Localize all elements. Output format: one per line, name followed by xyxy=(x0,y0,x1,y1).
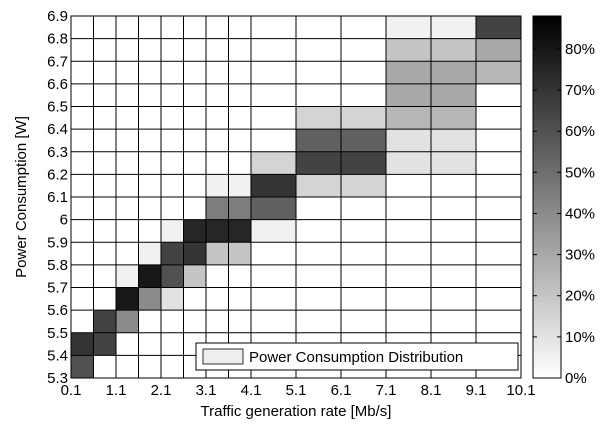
colorbar-tick-label: 80% xyxy=(565,41,595,58)
heatmap-cell xyxy=(161,287,184,311)
y-tick-label: 5.8 xyxy=(47,257,68,274)
heatmap-cell xyxy=(71,355,94,378)
y-tick-label: 6.1 xyxy=(47,189,68,206)
legend: Power Consumption Distribution xyxy=(195,342,519,371)
heatmap-cell xyxy=(71,332,94,356)
heatmap-cell xyxy=(138,264,161,288)
colorbar-tick-label: 10% xyxy=(565,329,595,346)
y-tick-label: 6.4 xyxy=(47,121,68,138)
y-tick-label: 5.4 xyxy=(47,347,68,364)
heatmap-cell xyxy=(183,219,206,243)
x-tick-label: 4.1 xyxy=(241,382,262,399)
x-tick-label: 8.1 xyxy=(421,382,442,399)
colorbar-tick-label: 0% xyxy=(565,370,587,387)
x-tick-label: 3.1 xyxy=(196,382,217,399)
y-axis-ticks: 5.3 5.4 5.5 5.6 5.7 5.8 5.9 6 6.1 6.2 6.3 6.4 6.5 6.6… xyxy=(47,8,68,387)
x-tick-label: 7.1 xyxy=(376,382,397,399)
heatmap-cell xyxy=(183,242,206,265)
y-axis-label: Power Consumption [W] xyxy=(13,116,30,278)
heatmap-cell xyxy=(476,38,521,62)
heatmap-cell xyxy=(476,61,521,84)
x-tick-label: 0.1 xyxy=(61,382,82,399)
y-tick-label: 5.6 xyxy=(47,302,68,319)
legend-box xyxy=(195,342,519,371)
x-tick-label: 5.1 xyxy=(286,382,307,399)
x-tick-label: 9.1 xyxy=(466,382,487,399)
heatmap-cell xyxy=(476,16,521,39)
heatmap-cell xyxy=(251,219,296,243)
heatmap-cell xyxy=(251,151,296,175)
heatmap-cell xyxy=(161,242,184,265)
y-tick-label: 6 xyxy=(60,212,68,229)
heatmap-cell xyxy=(251,174,296,197)
y-tick-label: 5.7 xyxy=(47,280,68,297)
colorbar-tick-label: 30% xyxy=(565,247,595,264)
heatmap-cell xyxy=(161,219,184,243)
y-tick-label: 6.7 xyxy=(47,53,68,70)
heatmap-cell xyxy=(138,287,161,311)
y-tick-label: 6.2 xyxy=(47,166,68,183)
colorbar-tick-label: 60% xyxy=(565,123,595,140)
x-tick-label: 2.1 xyxy=(151,382,172,399)
y-tick-label: 5.9 xyxy=(47,234,68,251)
heatmap-cell xyxy=(138,242,161,265)
y-tick-label: 5.3 xyxy=(47,370,68,387)
y-tick-label: 5.5 xyxy=(47,325,68,342)
x-tick-label: 10.1 xyxy=(506,382,535,399)
heatmap-cell xyxy=(116,310,139,333)
heatmap-cell xyxy=(183,264,206,288)
colorbar-ticks: 0% 10% 20% 30% 40% 50% 60% 70% 80% xyxy=(533,41,595,387)
y-tick-label: 6.8 xyxy=(47,31,68,48)
colorbar-tick-label: 50% xyxy=(565,164,595,181)
legend-swatch xyxy=(202,348,244,365)
colorbar-tick-label: 20% xyxy=(565,288,595,305)
grid-lines xyxy=(70,15,522,379)
heatmap-cell xyxy=(116,287,139,311)
x-tick-label: 6.1 xyxy=(331,382,352,399)
heatmap-cell xyxy=(93,310,116,333)
heatmap-cell xyxy=(251,197,296,220)
plot-frame xyxy=(70,15,522,379)
colorbar-gradient xyxy=(532,15,562,379)
x-axis-label: Traffic generation rate [Mb/s] xyxy=(201,403,392,420)
legend-label: Power Consumption Distribution xyxy=(249,349,463,366)
y-tick-label: 6.3 xyxy=(47,144,68,161)
y-tick-label: 6.5 xyxy=(47,99,68,116)
colorbar-tick-label: 40% xyxy=(565,205,595,222)
colorbar-tick-label: 70% xyxy=(565,82,595,99)
y-tick-label: 6.9 xyxy=(47,8,68,25)
heatmap-cell xyxy=(116,264,139,288)
x-tick-label: 1.1 xyxy=(106,382,127,399)
heatmap-cell xyxy=(161,264,184,288)
x-axis-ticks: 0.1 1.1 2.1 3.1 4.1 5.1 6.1 7.1 8.1 9.1 10.1 xyxy=(61,382,536,399)
heatmap-cell xyxy=(93,332,116,356)
y-tick-label: 6.6 xyxy=(47,76,68,93)
colorbar: 0% 10% 20% 30% 40% 50% 60% 70% 80% xyxy=(532,15,595,387)
